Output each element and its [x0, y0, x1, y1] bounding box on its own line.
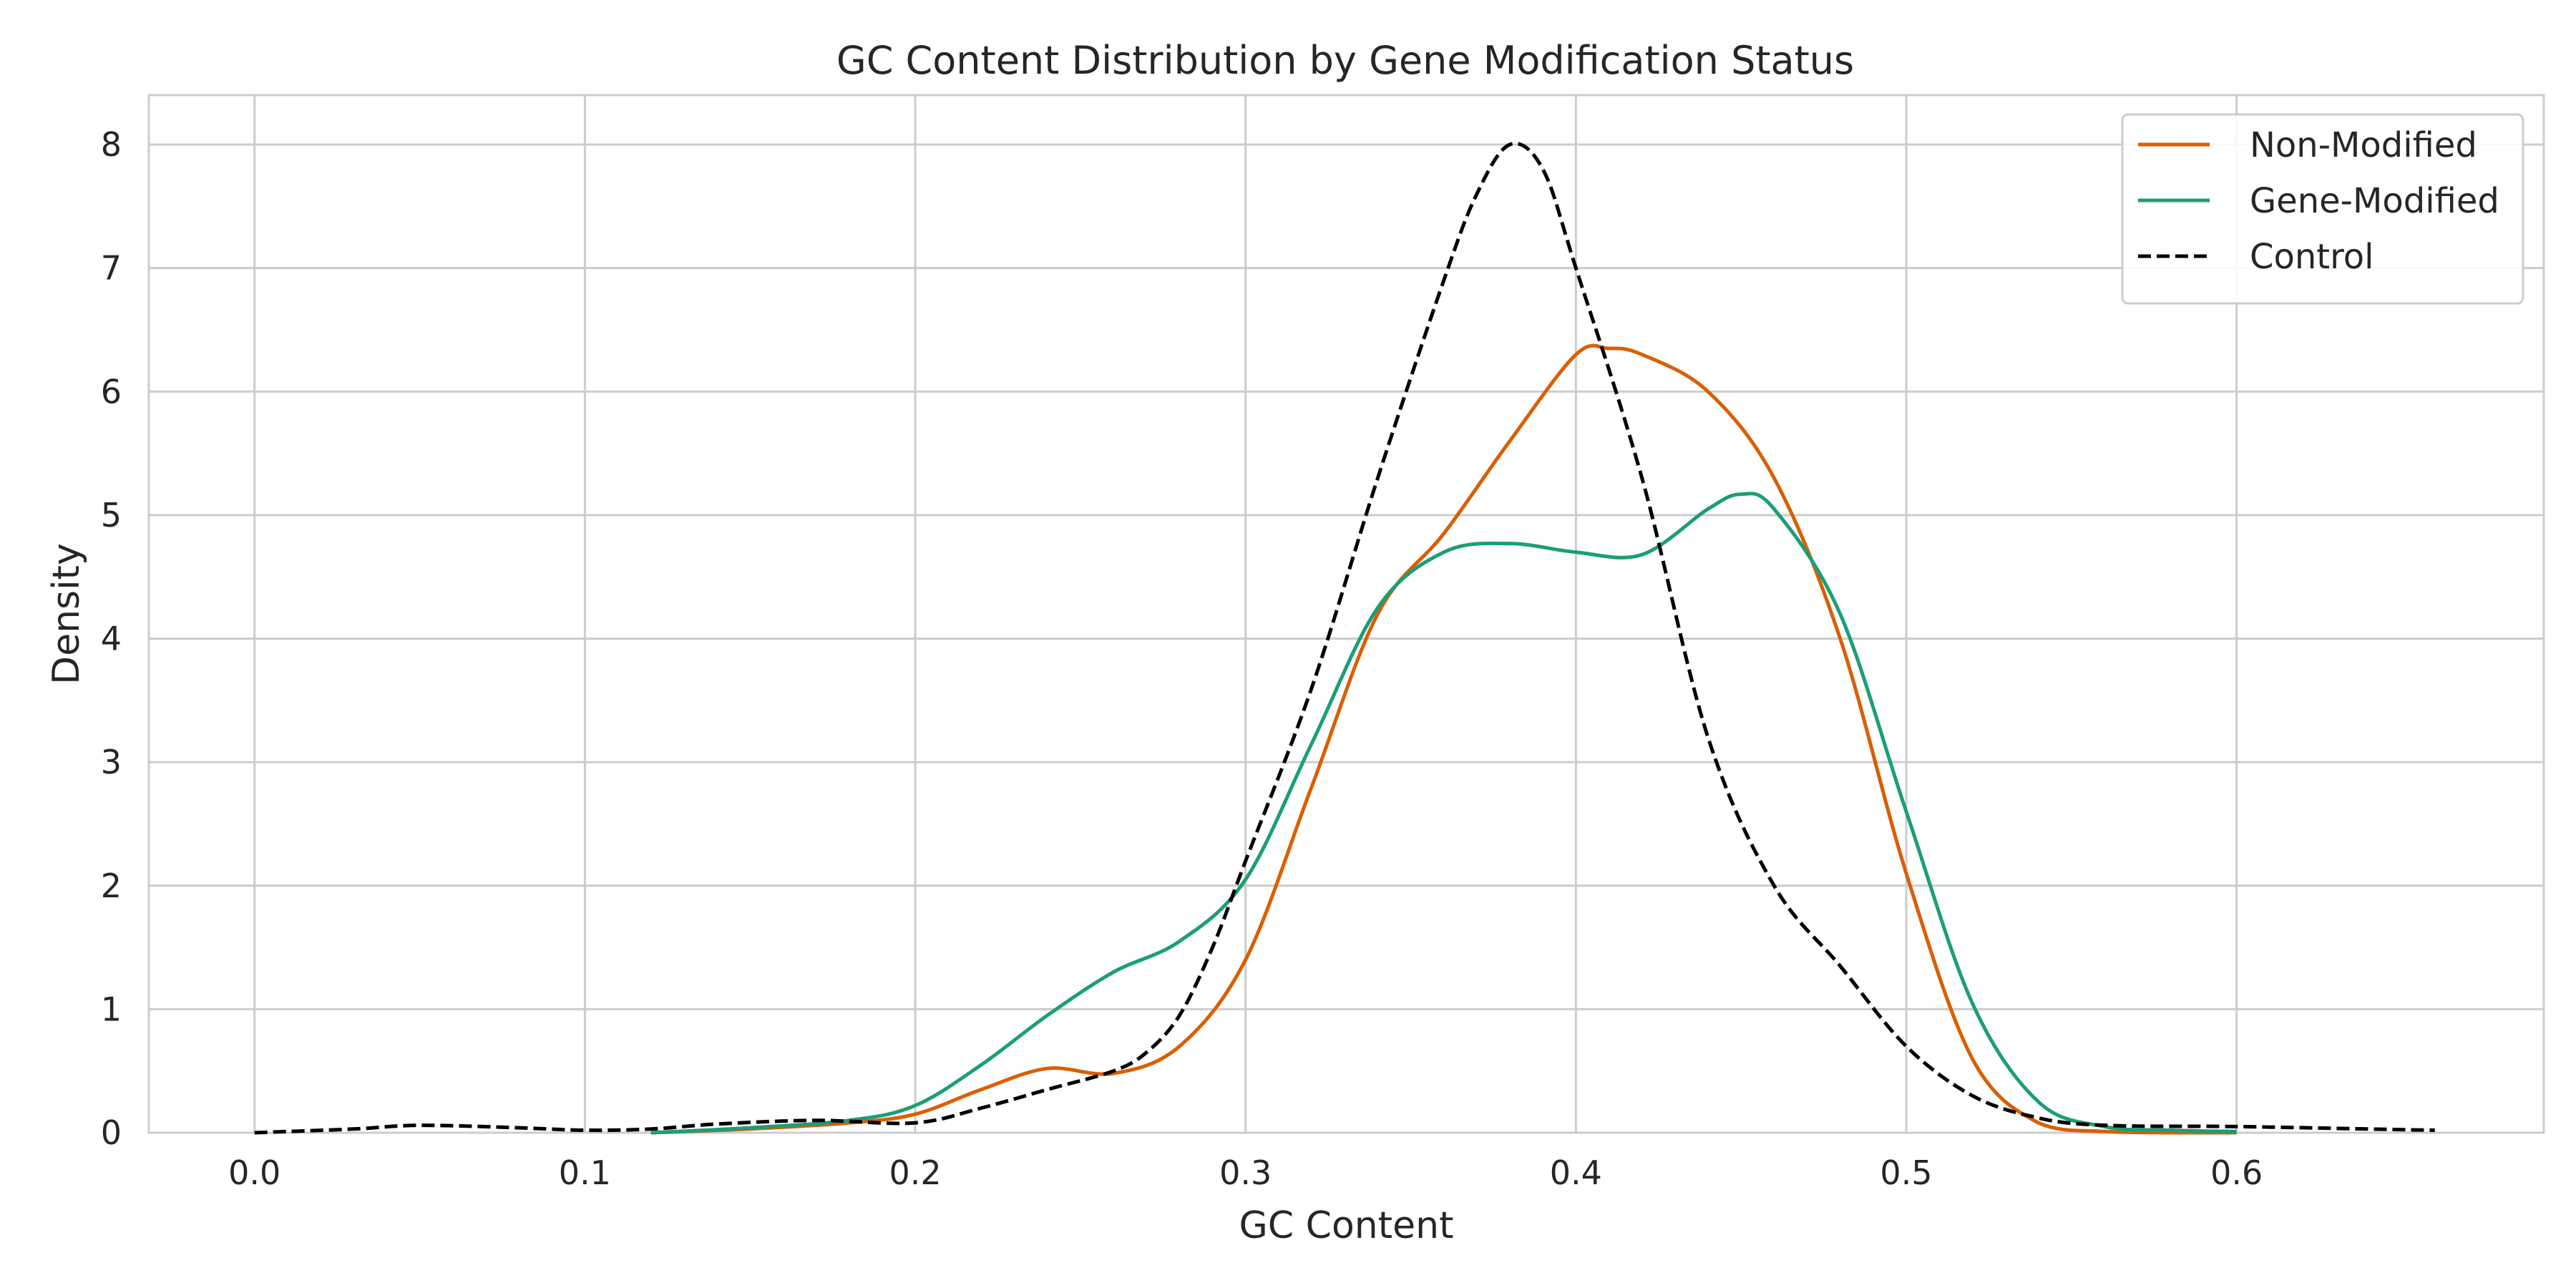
legend: Non-Modified Gene-Modified Control — [2121, 113, 2524, 305]
x-tick-label: 0.0 — [228, 1153, 280, 1192]
y-tick-label: 5 — [101, 496, 122, 535]
legend-label: Non-Modified — [2250, 125, 2477, 165]
chart-title: GC Content Distribution by Gene Modifica… — [836, 38, 1854, 83]
x-tick-label: 0.2 — [889, 1153, 941, 1192]
legend-frame — [2121, 113, 2524, 305]
y-tick-label: 1 — [101, 990, 122, 1028]
series-line-control — [254, 142, 2435, 1135]
y-tick-label: 7 — [101, 249, 122, 288]
y-tick-label: 6 — [101, 372, 122, 411]
y-axis-label: Density — [45, 543, 88, 685]
legend-label: Gene-Modified — [2250, 181, 2499, 221]
grid-lines — [149, 95, 2544, 1134]
x-tick-label: 0.3 — [1219, 1153, 1272, 1192]
x-tick-label: 0.4 — [1550, 1153, 1602, 1192]
y-tick-label: 0 — [101, 1113, 122, 1152]
x-axis-label: GC Content — [1239, 1204, 1454, 1247]
x-tick-label: 0.1 — [559, 1153, 611, 1192]
y-tick-label: 2 — [101, 867, 122, 905]
plot-area-frame — [147, 94, 2545, 1134]
y-tick-label: 8 — [101, 125, 122, 164]
x-tick-label: 0.6 — [2210, 1153, 2263, 1192]
legend-label: Control — [2250, 237, 2374, 277]
series-line-gene-modified — [650, 492, 2237, 1135]
y-tick-label: 3 — [101, 743, 122, 781]
tick-labels: 0.0 0.1 0.2 0.3 0.4 0.5 0.6 0 1 2 3 4 5 6 7 8 — [101, 125, 2263, 1192]
y-tick-label: 4 — [101, 620, 122, 658]
data-series — [254, 142, 2435, 1135]
series-line-non-modified — [650, 343, 2237, 1135]
x-tick-label: 0.5 — [1880, 1153, 1932, 1192]
